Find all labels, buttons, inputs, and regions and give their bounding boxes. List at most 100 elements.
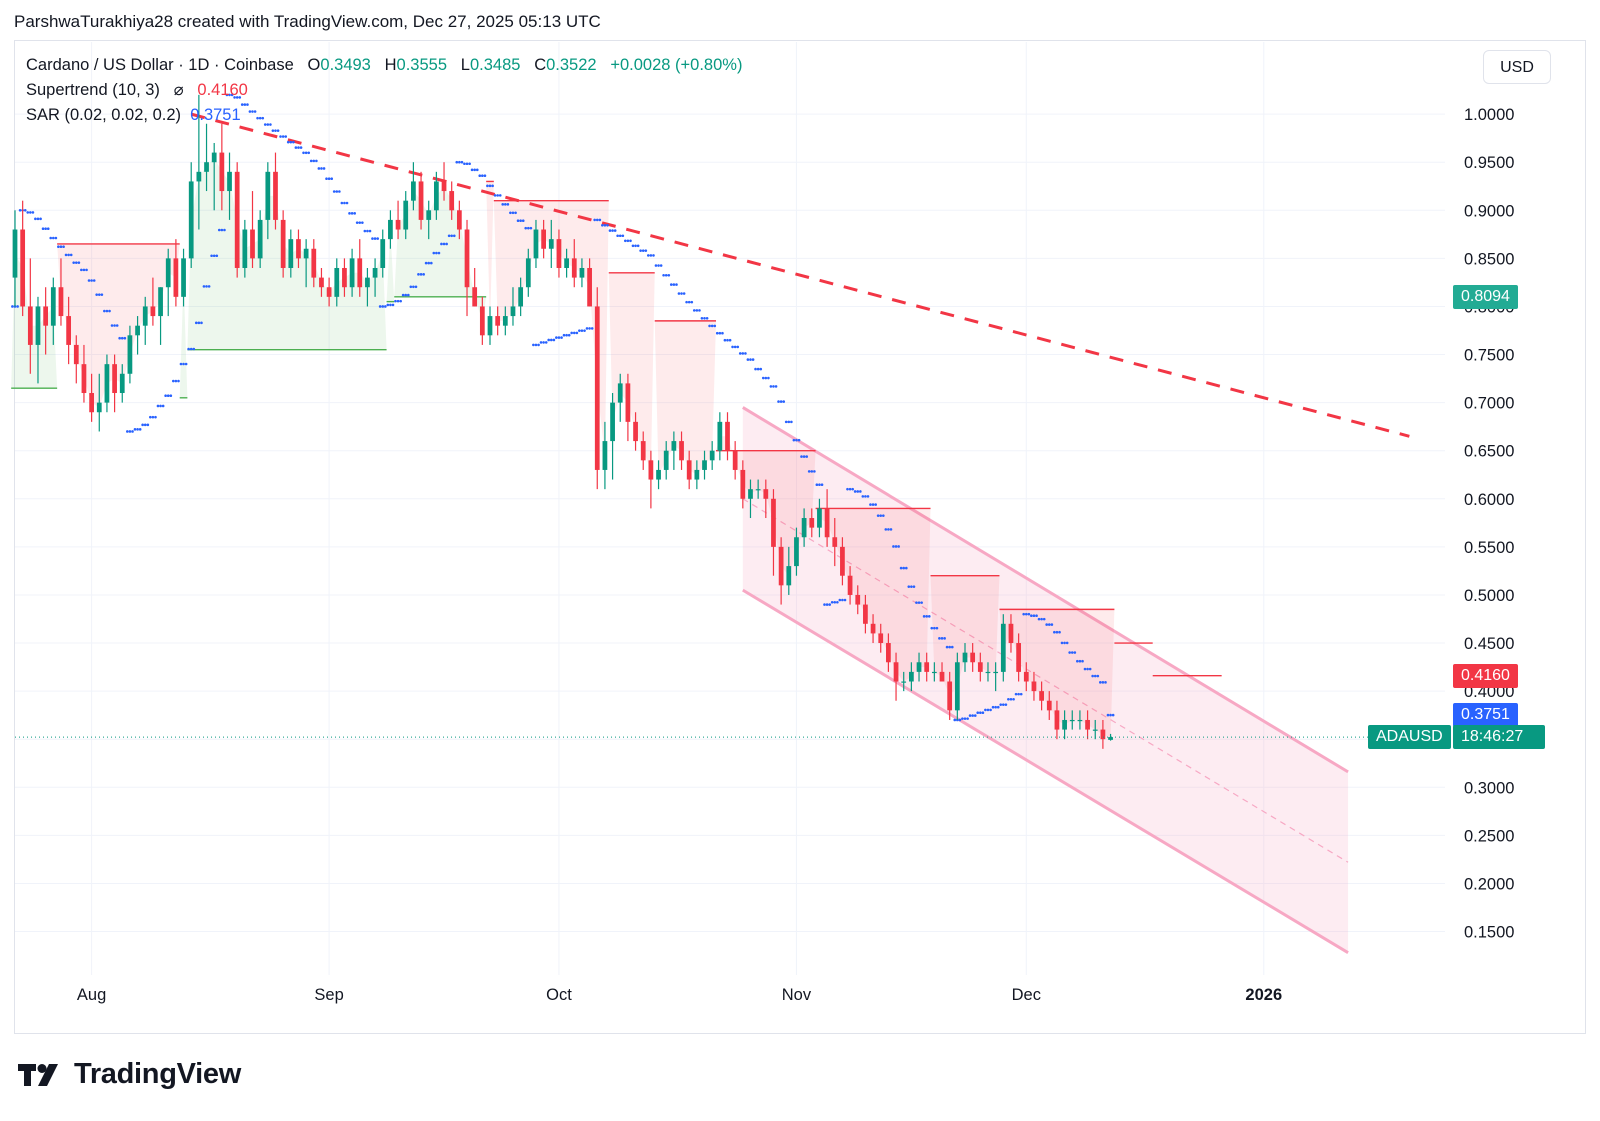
candle-body (219, 152, 225, 192)
sar-dot (754, 367, 757, 371)
candle-body (564, 258, 569, 268)
candle-body (73, 344, 79, 365)
x-tick-label: Oct (546, 986, 572, 1004)
candle-body (947, 681, 953, 711)
sar-dot (864, 495, 867, 498)
sar-dot (652, 254, 655, 257)
low-label: L (460, 56, 470, 74)
sar-dot (1111, 713, 1115, 717)
candle-body (594, 306, 600, 470)
candle-body (702, 460, 707, 470)
sar-dot (281, 135, 285, 138)
candle-body (303, 248, 309, 259)
supertrend-label: Supertrend (10, 3) (26, 81, 160, 99)
currency-button[interactable]: USD (1483, 50, 1551, 84)
sar-dot (692, 309, 696, 312)
sar-dot (304, 151, 308, 155)
sar-dot (519, 219, 522, 223)
sar-dot (894, 545, 898, 548)
sar-dot (1012, 697, 1015, 701)
sar-dot (506, 203, 510, 206)
sar-dot (1086, 667, 1089, 671)
candle-body (181, 258, 186, 297)
sar-dot (746, 358, 750, 361)
candle-body (411, 181, 416, 201)
candle-body (150, 306, 156, 317)
candle-body (541, 229, 547, 249)
sar-dot (174, 379, 178, 383)
sar-dot (240, 103, 244, 106)
candle-body (342, 267, 347, 288)
sar-dot (527, 226, 530, 230)
sar-dot (616, 234, 619, 238)
candle-body (280, 219, 286, 268)
sar-dot (823, 603, 826, 606)
sar-dot (1019, 692, 1023, 696)
symbol-legend-row[interactable]: Cardano / US Dollar · 1D · Coinbase O0.3… (26, 53, 742, 78)
sar-dot (593, 218, 596, 222)
candle-body (587, 267, 592, 307)
high-label: H (384, 56, 397, 74)
sar-dot (414, 285, 418, 289)
sar-dot (123, 336, 127, 340)
sar-dot (269, 123, 272, 126)
sar-dot (572, 331, 576, 335)
trendline-layer (190, 112, 1410, 438)
sar-dot (532, 343, 535, 347)
sar-dot (912, 585, 916, 588)
tradingview-logo[interactable]: TradingView (18, 1058, 241, 1091)
sar-dot (501, 203, 505, 206)
sar-dot (685, 300, 688, 304)
supertrend-legend-row[interactable]: Supertrend (10, 3) ⌀ 0.4160 (26, 78, 742, 103)
sar-dot (784, 420, 788, 424)
candle-body (479, 306, 485, 336)
sar-dot (44, 227, 47, 231)
sar-dot (217, 228, 221, 232)
x-tick-label: 2026 (1245, 986, 1282, 1004)
level-price-tag: 0.8094 (1453, 285, 1518, 310)
low-value: 0.3485 (469, 56, 521, 74)
sar-dot (412, 285, 415, 289)
sar-dot (767, 376, 770, 380)
sar-dot (284, 135, 288, 138)
candle-body (725, 421, 730, 451)
candle-body (104, 364, 110, 403)
sar-dot (389, 303, 392, 307)
sar-dot (677, 292, 681, 295)
sar-dot (320, 167, 323, 170)
y-tick-label: 0.1500 (1464, 924, 1514, 942)
candle-body (35, 306, 41, 345)
sar-dot (1096, 674, 1100, 678)
sar-dot (695, 309, 699, 312)
sar-dot (713, 324, 717, 328)
sar-dot (396, 299, 400, 303)
sar-dot (979, 711, 982, 714)
hidden-eye-icon[interactable]: ⌀ (173, 81, 184, 99)
sar-dot (1073, 651, 1077, 654)
sar-dot (629, 239, 632, 243)
sar-dot (437, 251, 441, 255)
sar-dot (598, 218, 602, 222)
supertrend-fill (999, 609, 1115, 739)
sar-dot (1035, 614, 1038, 618)
supertrend-fill (486, 181, 494, 326)
sar-dot (580, 329, 584, 332)
sar-dot (85, 268, 88, 272)
sar-dot (363, 229, 367, 233)
supertrend-fill (11, 253, 58, 389)
candle-body (548, 239, 554, 249)
sar-dot (171, 379, 175, 383)
sar-dot (708, 324, 711, 328)
sar-dot (654, 264, 658, 267)
sar-dot (57, 245, 60, 249)
sar-dot (726, 338, 729, 342)
sar-dot (710, 324, 714, 328)
candle-body (173, 258, 179, 297)
sar-dot (348, 212, 351, 215)
sar-dot (871, 503, 875, 506)
sar-legend-row[interactable]: SAR (0.02, 0.02, 0.2) 0.3751 (26, 103, 742, 128)
candle-body (234, 171, 240, 268)
sar-dot (769, 385, 773, 388)
candle-body (617, 383, 623, 403)
